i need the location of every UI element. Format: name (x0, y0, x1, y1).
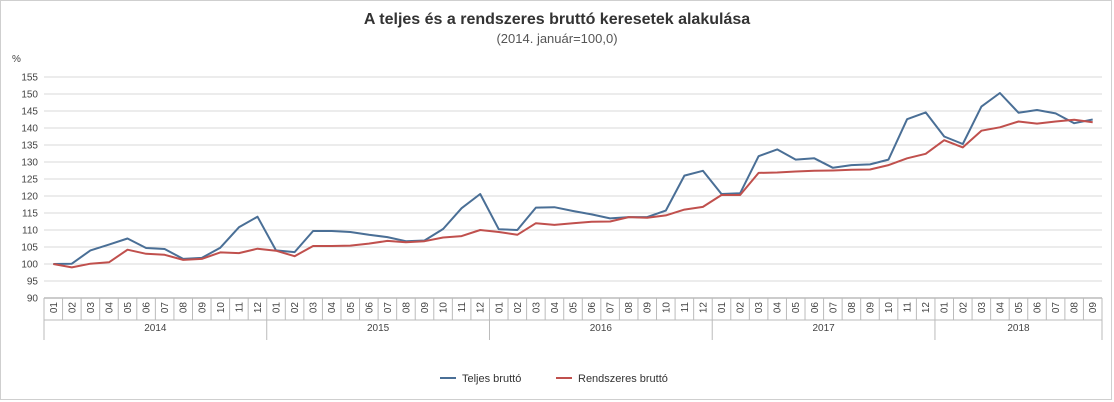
x-tick-label: 03 (86, 302, 97, 314)
x-tick-label: 02 (67, 302, 78, 314)
y-tick-label: 105 (21, 243, 38, 254)
x-tick-label: 08 (179, 302, 190, 314)
series-line-rendszeres (53, 118, 1093, 269)
legend-label: Rendszeres bruttó (578, 373, 668, 385)
chart-title: A teljes és a rendszeres bruttó keresete… (364, 11, 750, 28)
chart-subtitle: (2014. január=100,0) (496, 31, 617, 46)
x-tick-label: 03 (531, 302, 542, 314)
x-tick-label: 03 (754, 302, 765, 314)
x-tick-label: 07 (160, 302, 171, 314)
x-tick-label: 05 (346, 302, 357, 314)
x-tick-label: 09 (643, 302, 654, 314)
x-tick-label: 08 (1070, 302, 1081, 314)
x-tick-label: 04 (327, 302, 338, 314)
x-tick-label: 10 (884, 302, 895, 314)
x-tick-label: 08 (401, 302, 412, 314)
x-tick-label: 06 (1033, 302, 1044, 314)
x-tick-label: 07 (606, 302, 617, 314)
x-tick-label: 01 (494, 302, 505, 314)
x-tick-label: 10 (439, 302, 450, 314)
x-tick-label: 04 (773, 302, 784, 314)
x-tick-label: 07 (383, 302, 394, 314)
x-tick-label: 12 (253, 302, 264, 314)
y-tick-label: 110 (22, 226, 38, 237)
x-tick-label: 11 (903, 302, 914, 313)
x-tick-label: 07 (1051, 302, 1062, 314)
x-tick-label: 02 (513, 302, 524, 314)
x-tick-label: 08 (847, 302, 858, 314)
x-tick-label: 07 (828, 302, 839, 314)
y-tick-label: 140 (21, 124, 38, 135)
legend: Teljes bruttó Rendszeres bruttó (440, 373, 668, 385)
y-tick-label: 125 (21, 175, 38, 186)
y-tick-label: 100 (21, 260, 38, 271)
y-tick-label: 95 (27, 277, 39, 288)
x-tick-label: 04 (550, 302, 561, 314)
x-tick-label: 04 (104, 302, 115, 314)
x-tick-label: 12 (698, 302, 709, 314)
x-tick-label: 06 (364, 302, 375, 314)
y-axis-unit: % (12, 54, 21, 65)
x-tick-label: 12 (921, 302, 932, 314)
y-tick-label: 150 (21, 90, 38, 101)
year-label: 2017 (812, 323, 835, 334)
x-tick-label: 10 (216, 302, 227, 314)
year-label: 2014 (144, 323, 167, 334)
y-tick-label: 145 (21, 107, 38, 118)
x-tick-label: 01 (49, 302, 60, 314)
x-tick-label: 03 (977, 302, 988, 314)
x-tick-label: 10 (661, 302, 672, 314)
x-tick-label: 11 (680, 302, 691, 313)
x-tick-label: 05 (123, 302, 134, 314)
x-tick-label: 12 (476, 302, 487, 314)
x-tick-label: 06 (142, 302, 153, 314)
x-tick-label: 09 (1088, 302, 1099, 314)
x-tick-label: 09 (197, 302, 208, 314)
x-tick-label: 01 (940, 302, 951, 314)
x-tick-label: 09 (865, 302, 876, 314)
series (53, 92, 1093, 269)
x-tick-label: 01 (272, 302, 283, 314)
y-tick-label: 155 (21, 73, 38, 84)
x-tick-label: 03 (309, 302, 320, 314)
x-tick-label: 05 (569, 302, 580, 314)
x-tick-label: 06 (587, 302, 598, 314)
year-label: 2018 (1007, 323, 1030, 334)
x-tick-label: 11 (234, 302, 245, 313)
year-label: 2016 (590, 323, 613, 334)
legend-label: Teljes bruttó (462, 373, 521, 385)
y-tick-label: 115 (22, 209, 38, 220)
x-tick-label: 11 (457, 302, 468, 313)
x-tick-label: 02 (958, 302, 969, 314)
x-tick-label: 02 (736, 302, 747, 314)
x-tick-label: 06 (810, 302, 821, 314)
x-tick-label: 04 (995, 302, 1006, 314)
x-tick-label: 05 (1014, 302, 1025, 314)
x-tick-label: 09 (420, 302, 431, 314)
y-tick-label: 135 (21, 141, 38, 152)
grid (44, 76, 1102, 299)
x-tick-label: 05 (791, 302, 802, 314)
x-tick-label: 08 (624, 302, 635, 314)
x-tick-label: 01 (717, 302, 728, 314)
year-label: 2015 (367, 323, 390, 334)
y-tick-label: 130 (21, 158, 38, 169)
x-tick-label: 02 (290, 302, 301, 314)
axes: 9095100105110115120125130135140145150155… (21, 73, 1103, 340)
y-tick-label: 120 (21, 192, 38, 203)
y-tick-label: 90 (27, 294, 39, 305)
series-line-teljes (53, 92, 1093, 265)
